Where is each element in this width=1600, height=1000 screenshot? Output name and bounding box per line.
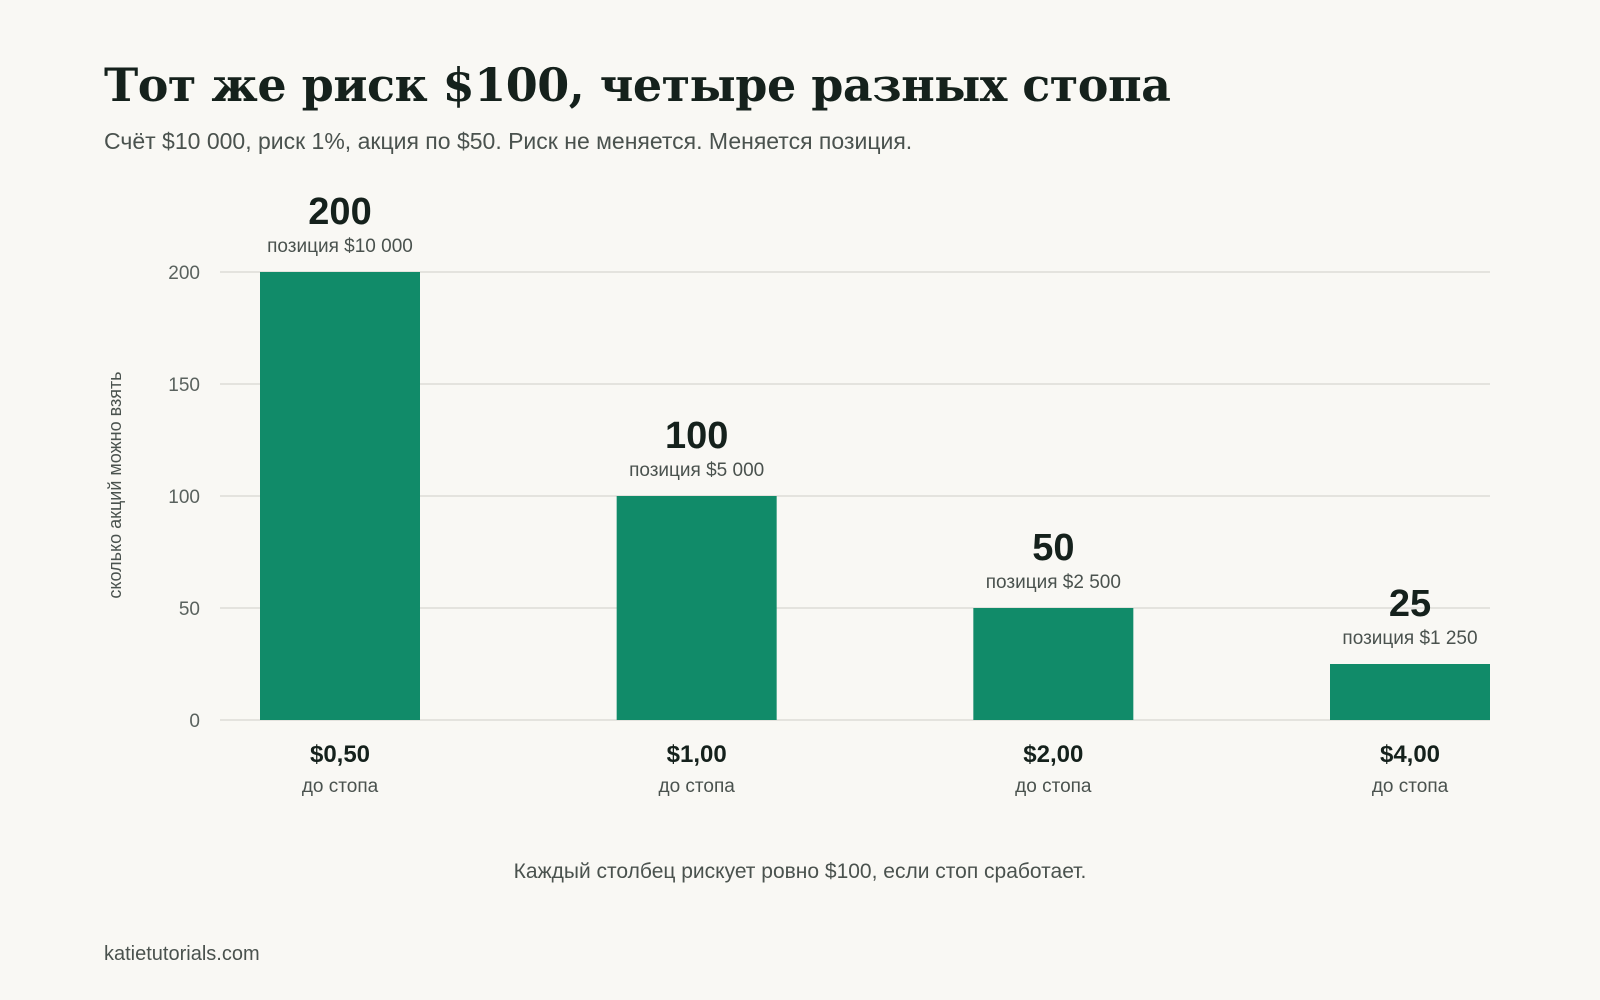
- bar-value-label: 25: [1389, 583, 1431, 625]
- brand-link[interactable]: katietutorials.com: [104, 943, 260, 965]
- x-tick-label: $0,50: [310, 741, 370, 768]
- bar-value-label: 100: [665, 415, 728, 457]
- bar-value-label: 200: [308, 191, 371, 233]
- gridlines: [220, 271, 1490, 721]
- bar-labels: 200 позиция $10 000 100 позиция $5 000 50 поз…: [267, 191, 1477, 649]
- x-tick-sublabel: до стопа: [1015, 776, 1092, 797]
- bar-position-label: позиция $2 500: [986, 572, 1121, 593]
- chart-subtitle: Счёт $10 000, риск 1%, акция по $50. Рис…: [104, 128, 913, 154]
- x-tick-sublabel: до стопа: [302, 776, 379, 797]
- bar-value-label: 50: [1032, 527, 1074, 569]
- y-axis-label: сколько акций можно взять: [105, 371, 125, 598]
- bar: [616, 496, 777, 720]
- bar-position-label: позиция $10 000: [267, 236, 413, 257]
- chart-title: Тот же риск $100, четыре разных стопа: [104, 58, 1171, 112]
- y-tick-label: 0: [189, 711, 200, 732]
- bar-chart: 0 50 100 150 200 сколько акций можно взять 2…: [105, 191, 1490, 797]
- x-tick-label: $2,00: [1023, 741, 1083, 768]
- y-axis-ticks: 0 50 100 150 200: [168, 263, 200, 732]
- y-tick-label: 50: [179, 599, 200, 620]
- bars: [260, 272, 1490, 720]
- bar: [260, 272, 420, 720]
- y-tick-label: 200: [168, 263, 200, 284]
- bar-position-label: позиция $5 000: [629, 460, 764, 481]
- x-tick-sublabel: до стопа: [658, 776, 735, 797]
- x-tick-label: $1,00: [667, 741, 727, 768]
- x-tick-sublabel: до стопа: [1372, 776, 1449, 797]
- bar-position-label: позиция $1 250: [1342, 628, 1477, 649]
- bar: [973, 608, 1134, 720]
- bar: [1330, 664, 1490, 720]
- category-labels: $0,50 до стопа $1,00 до стопа $2,00 до стопа $…: [302, 741, 1449, 797]
- x-tick-label: $4,00: [1380, 741, 1440, 768]
- footnote: Каждый столбец рискует ровно $100, если …: [513, 860, 1087, 883]
- y-tick-label: 150: [168, 375, 200, 396]
- y-tick-label: 100: [168, 487, 200, 508]
